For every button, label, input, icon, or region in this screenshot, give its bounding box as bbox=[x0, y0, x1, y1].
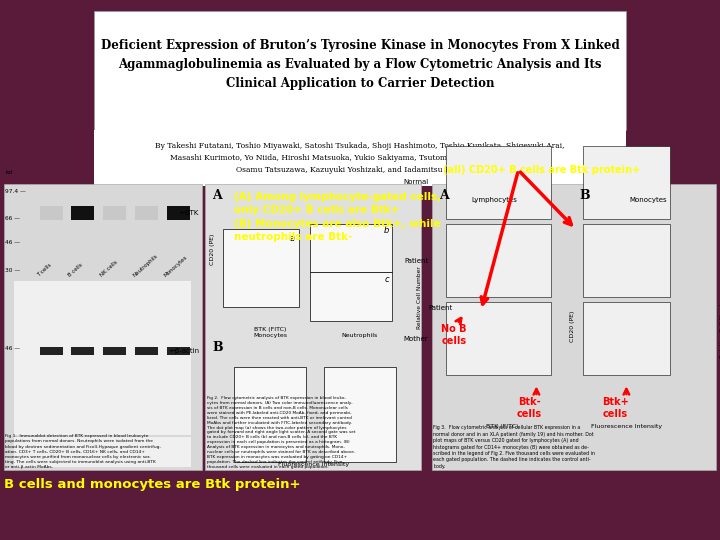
FancyBboxPatch shape bbox=[432, 184, 716, 470]
Text: NK cells: NK cells bbox=[99, 260, 119, 278]
Text: Patient: Patient bbox=[428, 305, 453, 311]
Text: BTK (FITC): BTK (FITC) bbox=[486, 424, 518, 429]
Bar bbox=[14, 281, 191, 435]
Bar bbox=[167, 206, 190, 220]
Text: Mother: Mother bbox=[404, 336, 428, 342]
Text: Normal: Normal bbox=[403, 179, 428, 185]
Bar bbox=[446, 146, 551, 219]
Text: 30 —: 30 — bbox=[5, 267, 20, 273]
Text: Btk-
cells: Btk- cells bbox=[517, 397, 541, 419]
Text: b: b bbox=[384, 226, 390, 235]
Text: Patient: Patient bbox=[404, 258, 428, 264]
Text: 66 —: 66 — bbox=[5, 216, 20, 221]
Text: Monocytes: Monocytes bbox=[163, 255, 189, 278]
FancyBboxPatch shape bbox=[4, 184, 202, 470]
Bar bbox=[446, 302, 551, 375]
Bar bbox=[310, 224, 392, 272]
Text: 97.4 —: 97.4 — bbox=[5, 189, 26, 194]
Bar bbox=[135, 206, 158, 220]
Bar bbox=[103, 206, 126, 220]
FancyBboxPatch shape bbox=[94, 130, 626, 186]
Text: B cells: B cells bbox=[67, 262, 84, 278]
Text: c: c bbox=[385, 275, 390, 284]
Text: 46 —: 46 — bbox=[5, 240, 20, 246]
Text: B: B bbox=[212, 341, 223, 354]
Text: Fig 2.  Flow cytometric analysis of BTK expression in blood leuko-
cytes from no: Fig 2. Flow cytometric analysis of BTK e… bbox=[207, 396, 355, 469]
Text: No B
cells: No B cells bbox=[441, 324, 467, 346]
Bar bbox=[103, 347, 126, 355]
Text: (all) CD20+ B cells are Btk protein+: (all) CD20+ B cells are Btk protein+ bbox=[443, 165, 640, 175]
Text: ←β-actin: ←β-actin bbox=[169, 348, 199, 354]
Text: Neutrophils: Neutrophils bbox=[342, 333, 378, 338]
Bar bbox=[14, 346, 184, 356]
Bar bbox=[223, 229, 299, 307]
Text: BTK (FITC): BTK (FITC) bbox=[254, 327, 286, 332]
Bar bbox=[234, 367, 306, 462]
Bar bbox=[310, 272, 392, 321]
Text: A: A bbox=[439, 189, 449, 202]
FancyBboxPatch shape bbox=[94, 11, 626, 130]
Text: ←BTK: ←BTK bbox=[180, 210, 199, 216]
Text: A: A bbox=[212, 189, 222, 202]
Bar bbox=[14, 437, 191, 467]
Text: Lymphocytes: Lymphocytes bbox=[472, 197, 518, 203]
Text: Btk+
cells: Btk+ cells bbox=[602, 397, 629, 419]
Text: Monocytes: Monocytes bbox=[253, 333, 287, 338]
Text: a: a bbox=[290, 234, 295, 244]
Bar bbox=[135, 347, 158, 355]
Bar bbox=[446, 224, 551, 297]
Text: Fluorescence Intensity: Fluorescence Intensity bbox=[278, 462, 348, 467]
Text: Neutrophils: Neutrophils bbox=[132, 253, 158, 278]
Text: CD20 (PE): CD20 (PE) bbox=[570, 311, 575, 342]
FancyBboxPatch shape bbox=[205, 184, 421, 470]
Text: kd: kd bbox=[5, 170, 12, 176]
Text: Relative Cell Number: Relative Cell Number bbox=[417, 267, 421, 329]
Text: CD20 (PE): CD20 (PE) bbox=[210, 234, 215, 265]
Bar bbox=[167, 347, 190, 355]
Bar bbox=[583, 224, 670, 297]
Bar bbox=[583, 146, 670, 219]
Text: Fluorescence Intensity: Fluorescence Intensity bbox=[591, 424, 662, 429]
Bar bbox=[583, 302, 670, 375]
Bar bbox=[40, 347, 63, 355]
Bar bbox=[324, 367, 396, 462]
Text: By Takeshi Futatani, Toshio Miyawaki, Satoshi Tsukada, Shoji Hashimoto, Toshio K: By Takeshi Futatani, Toshio Miyawaki, Sa… bbox=[156, 141, 564, 174]
Text: Fig 1.  Immunoblot detection of BTK expressed in blood leukocyte
populations fro: Fig 1. Immunoblot detection of BTK expre… bbox=[5, 434, 161, 469]
Bar bbox=[40, 206, 63, 220]
Text: 46 —: 46 — bbox=[5, 346, 20, 351]
Text: T cells: T cells bbox=[36, 263, 52, 278]
Text: Fig 3.  Flow cytometric analysis of cellular BTK expression in a
normal donor an: Fig 3. Flow cytometric analysis of cellu… bbox=[433, 426, 595, 469]
Text: B: B bbox=[580, 189, 590, 202]
Bar bbox=[71, 206, 94, 220]
Text: Monocytes: Monocytes bbox=[629, 197, 667, 203]
Text: Deficient Expression of Bruton’s Tyrosine Kinase in Monocytes From X Linked
Agam: Deficient Expression of Bruton’s Tyrosin… bbox=[101, 39, 619, 90]
Text: B cells and monocytes are Btk protein+: B cells and monocytes are Btk protein+ bbox=[4, 478, 300, 491]
Text: (A) Among lymphocyte-gated cells,
only CD20+ B cells are Btk+
(B) Monocytes are : (A) Among lymphocyte-gated cells, only C… bbox=[234, 192, 441, 242]
Bar bbox=[71, 347, 94, 355]
